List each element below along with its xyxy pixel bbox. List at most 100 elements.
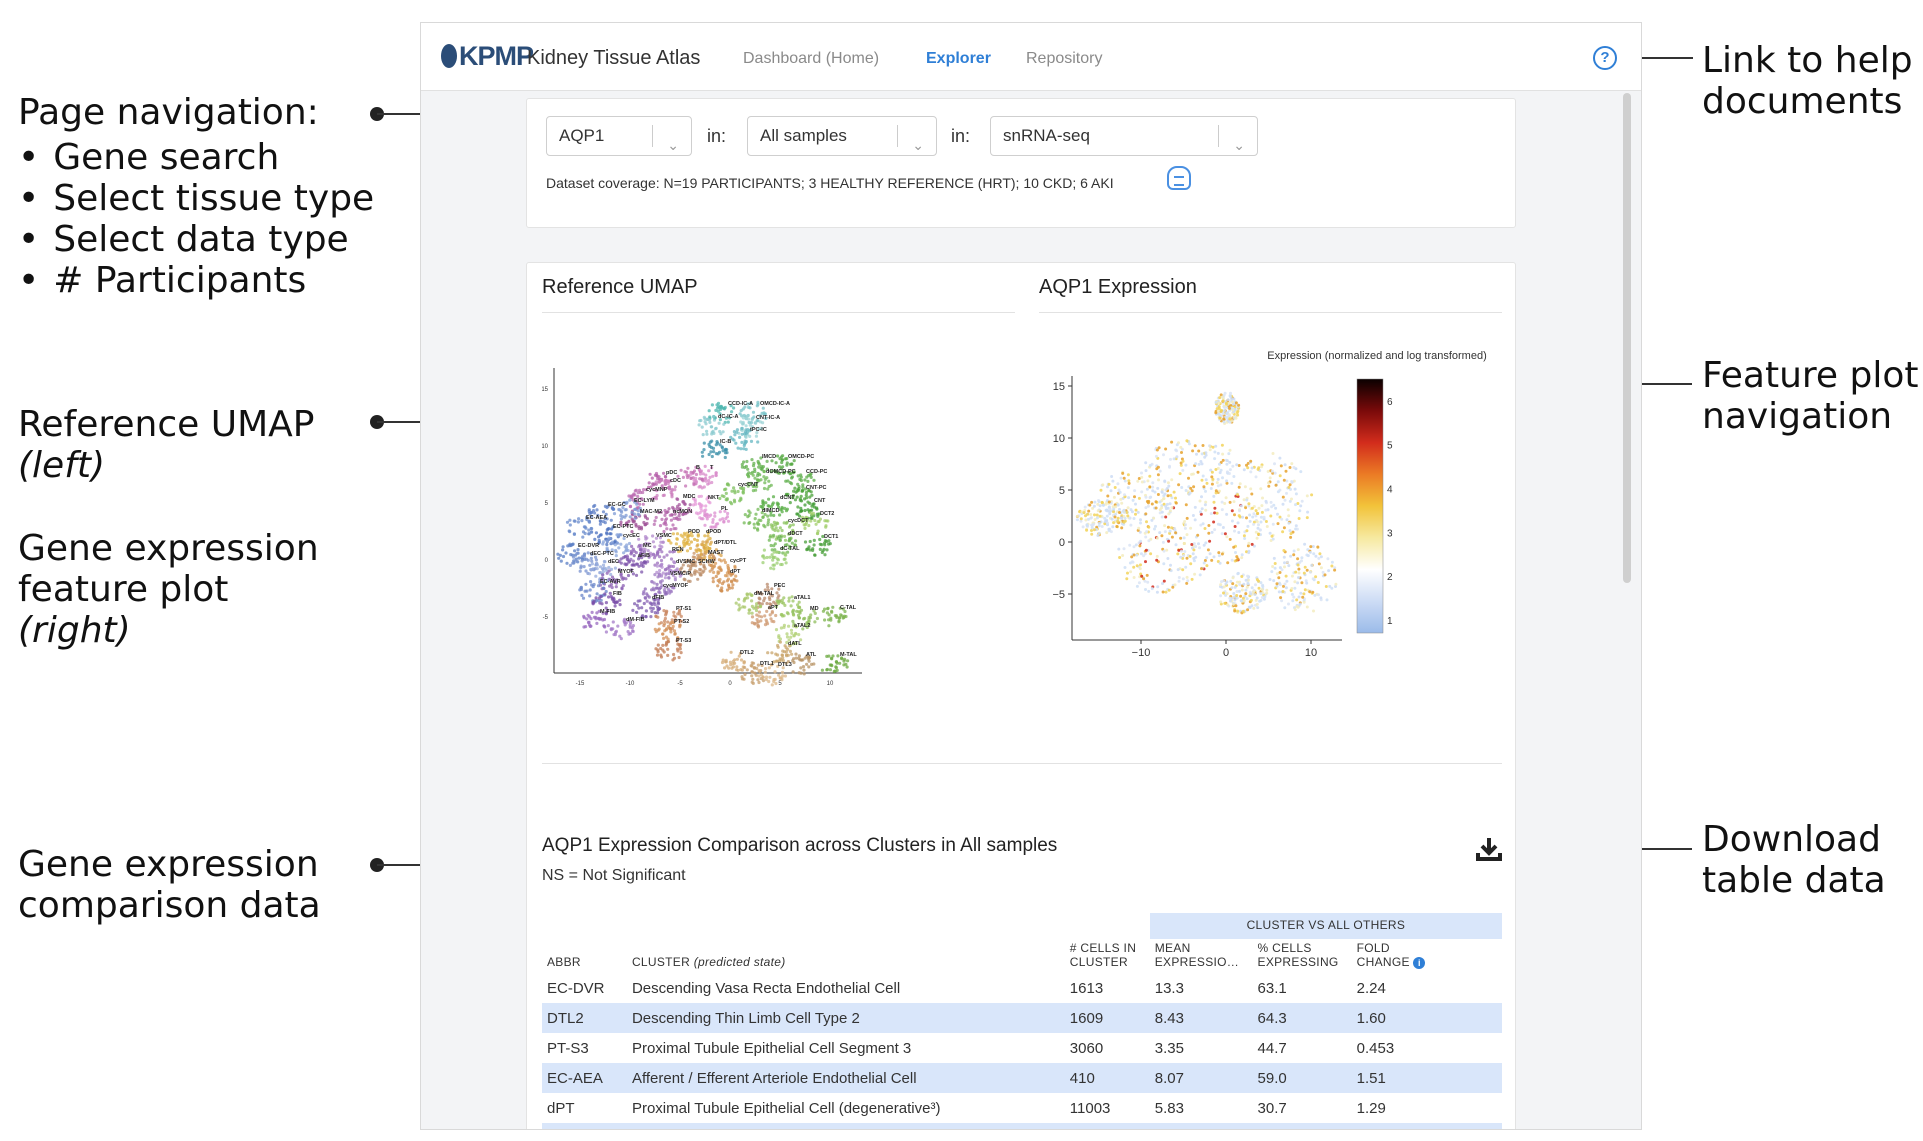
- expression-point: [1217, 407, 1221, 411]
- gene-select[interactable]: AQP1 ⌄: [546, 116, 692, 156]
- umap-point: [618, 598, 622, 602]
- expression-point: [1103, 516, 1107, 520]
- col-mean-l1: MEAN: [1154, 941, 1191, 955]
- expression-point: [1117, 547, 1121, 551]
- umap-point: [843, 609, 847, 614]
- umap-point: [640, 556, 644, 560]
- expression-point: [1244, 592, 1248, 596]
- umap-point: [716, 584, 720, 588]
- umap-point: [749, 471, 753, 476]
- umap-point: [753, 467, 757, 471]
- umap-point: [721, 517, 725, 521]
- download-icon[interactable]: [1475, 835, 1503, 863]
- nav-repository[interactable]: Repository: [1026, 50, 1103, 67]
- nav-dashboard[interactable]: Dashboard (Home): [743, 50, 880, 67]
- umap-cluster-label: CNT-PC: [806, 485, 827, 491]
- table-row[interactable]: dPT Proximal Tubule Epithelial Cell (dege…: [542, 1093, 1502, 1123]
- umap-point: [606, 624, 610, 628]
- umap-point: [763, 614, 767, 618]
- umap-point: [739, 447, 743, 451]
- umap-point: [711, 576, 715, 580]
- expression-point: [1179, 445, 1183, 449]
- expression-point: [1232, 475, 1236, 478]
- expression-point: [1154, 506, 1158, 510]
- umap-point: [769, 617, 773, 621]
- umap-point: [662, 471, 666, 475]
- expression-feature-plot[interactable]: Expression (normalized and log transform…: [1032, 348, 1502, 698]
- reference-umap-plot[interactable]: -15-10-50510151050-5CCD-IC-AOMCD-IC-AdC-…: [542, 363, 922, 693]
- expression-point: [1218, 413, 1222, 417]
- annotation-reference-umap: Reference UMAP (left): [18, 404, 314, 486]
- umap-point: [770, 587, 774, 591]
- expression-point: [1254, 530, 1258, 534]
- umap-point: [598, 578, 602, 582]
- umap-cluster-label: EC-LYM: [634, 498, 655, 504]
- umap-point: [669, 564, 673, 568]
- umap-cluster-label: aTAL2: [794, 623, 810, 629]
- umap-point: [676, 612, 680, 616]
- umap-cluster-label: REN: [672, 547, 684, 553]
- col-pct[interactable]: % CELLS EXPRESSING: [1253, 939, 1352, 973]
- expression-point: [1115, 525, 1119, 528]
- expression-point: [1234, 551, 1237, 554]
- umap-cluster: [800, 511, 830, 536]
- dataset-summary-icon[interactable]: [1167, 166, 1191, 190]
- umap-point: [804, 490, 809, 495]
- expression-point: [1208, 444, 1211, 448]
- umap-point: [647, 595, 651, 599]
- nav-explorer[interactable]: Explorer: [926, 50, 991, 67]
- col-abbr[interactable]: ABBR: [542, 939, 627, 973]
- col-cells[interactable]: # CELLS IN CLUSTER: [1065, 939, 1150, 973]
- cell-mean: 8.07: [1149, 1063, 1253, 1093]
- expression-point: [1165, 502, 1169, 506]
- table-row[interactable]: dPT/DTLProximal Tubule Epithelial Cell /…: [542, 1123, 1502, 1129]
- umap-point: [644, 615, 648, 619]
- help-icon[interactable]: ?: [1593, 46, 1617, 70]
- scrollbar[interactable]: [1623, 93, 1631, 583]
- tissue-select[interactable]: All samples ⌄: [747, 116, 937, 156]
- umap-point: [791, 523, 795, 527]
- col-mean[interactable]: MEAN EXPRESSIO…: [1150, 939, 1253, 973]
- umap-point: [564, 551, 568, 555]
- expression-point: [1184, 463, 1188, 467]
- expression-point: [1219, 409, 1223, 413]
- info-icon[interactable]: i: [1413, 957, 1426, 969]
- datatype-select[interactable]: snRNA-seq ⌄: [990, 116, 1258, 156]
- expression-point: [1297, 571, 1301, 575]
- expression-point: [1167, 484, 1171, 488]
- umap-point: [678, 570, 682, 575]
- expression-point: [1105, 514, 1109, 518]
- umap-point: [787, 532, 791, 536]
- expression-point: [1293, 580, 1297, 584]
- expression-point: [1282, 478, 1286, 482]
- umap-point: [708, 420, 712, 424]
- expression-point: [1193, 505, 1197, 509]
- tissue-select-value: All samples: [760, 126, 847, 145]
- expression-point: [1217, 401, 1221, 405]
- umap-point: [651, 534, 655, 538]
- expression-point: [1120, 501, 1124, 505]
- col-fold-l1: FOLD: [1356, 941, 1390, 955]
- umap-cluster-label: DTL2: [740, 650, 754, 656]
- umap-cluster: [556, 542, 587, 565]
- umap-point: [737, 603, 741, 607]
- umap-point: [649, 485, 653, 489]
- col-cluster[interactable]: CLUSTER (predicted state): [627, 939, 1065, 973]
- umap-point: [667, 485, 671, 489]
- expression-point: [1097, 531, 1101, 535]
- expression-point: [1254, 509, 1258, 513]
- umap-point: [771, 558, 775, 562]
- expression-point: [1216, 484, 1220, 488]
- umap-point: [693, 498, 697, 502]
- umap-point: [754, 488, 758, 492]
- table-row[interactable]: EC-DVR Descending Vasa Recta Endothelial …: [542, 973, 1502, 1003]
- table-row[interactable]: DTL2 Descending Thin Limb Cell Type 2 1609…: [542, 1003, 1502, 1033]
- table-row[interactable]: PT-S3 Proximal Tubule Epithelial Cell Seg…: [542, 1033, 1502, 1063]
- umap-cluster-label: M-FIB: [600, 609, 615, 615]
- col-fold[interactable]: FOLD CHANGE i: [1352, 939, 1437, 973]
- table-row[interactable]: EC-AEA Afferent / Efferent Arteriole Endo…: [542, 1063, 1502, 1093]
- umap-point: [635, 603, 639, 607]
- umap-point: [779, 626, 783, 630]
- umap-point: [702, 441, 706, 445]
- kpmp-logo[interactable]: KPMP: [441, 41, 534, 72]
